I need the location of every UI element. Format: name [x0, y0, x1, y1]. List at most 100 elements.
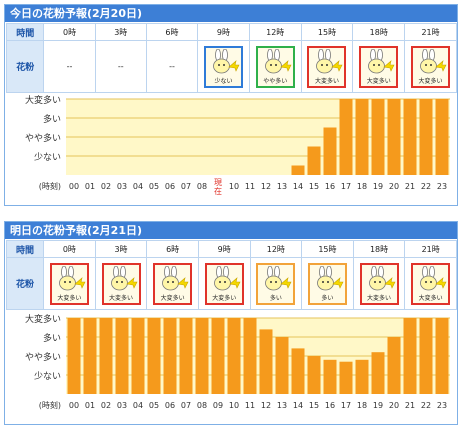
- time-slot-0: 0時: [43, 240, 96, 258]
- time-slot-9: 9時: [197, 23, 250, 41]
- time-slot-18: 18時: [352, 23, 406, 41]
- x-tick-label: 16: [325, 401, 335, 410]
- pollen-bar: [371, 99, 385, 175]
- x-tick-label: 17: [341, 182, 351, 191]
- y-level-label: やや多い: [25, 132, 61, 144]
- pollen-slot: 多い: [301, 257, 354, 310]
- time-slot-18: 18時: [352, 240, 406, 258]
- x-tick-label: 01: [85, 182, 95, 191]
- pollen-bar: [339, 361, 353, 394]
- pollen-row: 花粉 大変多い 大変多い 大変多い 大変多い 多い 多い 大変多い 大変多い: [5, 257, 457, 310]
- pollen-bar: [307, 356, 321, 394]
- time-slot-12: 12時: [248, 23, 302, 41]
- y-level-label: 多い: [43, 332, 61, 344]
- pollen-level-badge[interactable]: 少ない: [203, 45, 243, 88]
- pollen-bar: [387, 99, 401, 175]
- tomorrow-pollen-chart: 少ない やや多い 多い 大変多い 00 01 02 03 04 05 06 07 08 09 10 11 12 1…: [6, 314, 457, 424]
- pollen-mascot-icon: [364, 48, 395, 77]
- y-level-label: 大変多い: [25, 314, 61, 325]
- pollen-slot: 大変多い: [146, 257, 199, 310]
- time-slot-6: 6時: [145, 23, 199, 41]
- x-tick-label: 02: [101, 182, 111, 191]
- x-tick-label: 07: [181, 401, 191, 410]
- pollen-bar: [371, 352, 385, 394]
- x-tick-label: 23: [437, 401, 447, 410]
- pollen-mascot-icon: [261, 265, 292, 294]
- pollen-mascot-icon: [416, 265, 447, 294]
- pollen-slot-empty: --: [94, 40, 147, 93]
- x-tick-label: 11: [245, 182, 255, 191]
- tomorrow-forecast-panel: 明日の花粉予報(2月21日) 時間 0時 3時 6時 9時 12時 15時 18…: [4, 221, 458, 425]
- pollen-level-badge[interactable]: 大変多い: [101, 262, 141, 305]
- x-tick-label: 10: [229, 401, 239, 410]
- pollen-level-badge[interactable]: やや多い: [255, 45, 295, 88]
- x-tick-label: 04: [133, 182, 143, 191]
- x-tick-label: 13: [277, 182, 287, 191]
- pollen-level-badge[interactable]: 大変多い: [307, 45, 347, 88]
- x-tick-label: 14: [293, 401, 303, 410]
- pollen-bar: [307, 146, 321, 175]
- x-tick-label: 19: [373, 182, 383, 191]
- pollen-bar: [131, 318, 145, 394]
- time-header-label: 時間: [5, 23, 45, 41]
- x-tick-label: 12: [261, 401, 271, 410]
- pollen-slot-empty: --: [145, 40, 199, 93]
- x-tick-label: 12: [261, 182, 271, 191]
- tomorrow-pollen-bar-chart: 少ない やや多い 多い 大変多い 00 01 02 03 04 05 06 07 08 09 10 11 12 1…: [25, 314, 450, 410]
- pollen-level-badge[interactable]: 大変多い: [153, 262, 193, 305]
- pollen-bar: [99, 318, 113, 394]
- pollen-level-badge[interactable]: 大変多い: [359, 45, 399, 88]
- x-tick-label: 22: [421, 401, 431, 410]
- pollen-level-badge[interactable]: 多い: [256, 262, 296, 305]
- pollen-slot: 大変多い: [43, 257, 96, 310]
- pollen-level-text: 大変多い: [367, 294, 392, 302]
- pollen-bar: [403, 99, 417, 175]
- pollen-mascot-icon: [261, 48, 292, 77]
- x-tick-label: 03: [117, 401, 127, 410]
- x-tick-label: 13: [277, 401, 287, 410]
- pollen-level-text: 大変多い: [212, 294, 237, 302]
- y-level-label: 多い: [43, 113, 61, 125]
- x-tick-label: 19: [373, 401, 383, 410]
- pollen-level-text: 大変多い: [160, 294, 185, 302]
- pollen-slot: 大変多い: [352, 257, 406, 310]
- pollen-level-badge[interactable]: 大変多い: [359, 262, 399, 305]
- time-header-row: 時間 0時 3時 6時 9時 12時 15時 18時 21時: [5, 23, 457, 41]
- pollen-mascot-icon: [107, 265, 138, 294]
- x-tick-label: 09: [213, 401, 223, 410]
- pollen-level-badge[interactable]: 大変多い: [49, 262, 89, 305]
- today-pollen-chart: 少ない やや多い 多い 大変多い 00 01 02 03 04 05 06 07 08 現在 10 11 12 1…: [6, 95, 457, 205]
- pollen-slot: 大変多い: [94, 257, 148, 310]
- x-tick-label: 05: [149, 182, 159, 191]
- pollen-bar: [339, 99, 353, 175]
- pollen-level-badge[interactable]: 大変多い: [411, 45, 451, 88]
- pollen-mascot-icon: [158, 265, 189, 294]
- pollen-mascot-icon: [55, 265, 86, 294]
- pollen-bar: [419, 318, 433, 394]
- pollen-level-badge[interactable]: 大変多い: [204, 262, 244, 305]
- x-tick-label: 06: [165, 401, 175, 410]
- x-tick-label: 08: [197, 182, 207, 191]
- pollen-level-badge[interactable]: 大変多い: [411, 262, 451, 305]
- time-slot-6: 6時: [146, 240, 199, 258]
- x-tick-label: 01: [85, 401, 95, 410]
- pollen-mascot-icon: [209, 48, 240, 77]
- pollen-bar: [435, 99, 449, 175]
- time-slot-21: 21時: [404, 23, 457, 41]
- pollen-slot: 大変多い: [352, 40, 406, 93]
- pollen-bar: [211, 318, 225, 394]
- x-tick-label: 00: [69, 182, 79, 191]
- pollen-mascot-icon: [365, 265, 396, 294]
- x-tick-label: 05: [149, 401, 159, 410]
- x-tick-label: 06: [165, 182, 175, 191]
- x-tick-label: 03: [117, 182, 127, 191]
- x-tick-label: 23: [437, 182, 447, 191]
- today-forecast-panel: 今日の花粉予報(2月20日) 時間 0時 3時 6時 9時 12時 15時 18…: [4, 4, 458, 206]
- x-tick-label: 18: [357, 401, 367, 410]
- pollen-bar: [323, 127, 337, 175]
- time-slot-9: 9時: [197, 240, 251, 258]
- pollen-mascot-icon: [312, 48, 343, 77]
- y-level-label: 少ない: [34, 152, 61, 163]
- pollen-slot: 大変多い: [300, 40, 354, 93]
- pollen-level-badge[interactable]: 多い: [307, 262, 347, 305]
